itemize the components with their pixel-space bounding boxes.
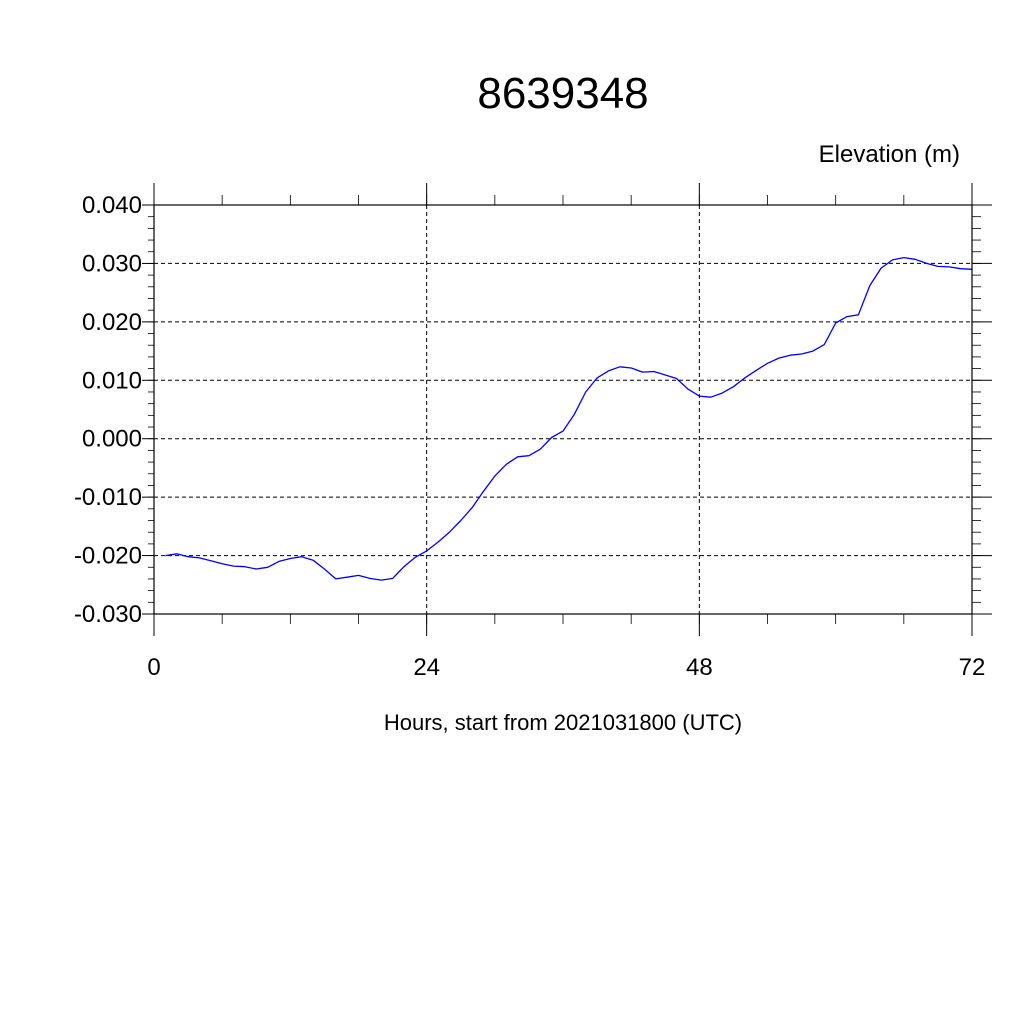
- x-tick-label: 72: [959, 654, 986, 681]
- y-tick-label: -0.020: [74, 543, 142, 570]
- x-axis-label: Hours, start from 2021031800 (UTC): [384, 710, 742, 735]
- y-axis-label: Elevation (m): [819, 141, 960, 168]
- chart-title: 8639348: [477, 69, 648, 118]
- series-layer: [165, 256, 973, 581]
- tick-labels: -0.030 -0.020 -0.010 0.000 0.010 0.020 0.030 0.…: [74, 192, 985, 681]
- y-tick-label: 0.020: [82, 309, 142, 336]
- x-tick-label: 48: [686, 654, 713, 681]
- x-tick-label: 0: [147, 654, 160, 681]
- plot-frame: [153, 204, 973, 615]
- y-tick-label: 0.030: [82, 250, 142, 277]
- series-line: [165, 256, 973, 581]
- y-tick-label: -0.010: [74, 484, 142, 511]
- y-tick-label: 0.000: [82, 426, 142, 453]
- y-tick-label: 0.040: [82, 192, 142, 219]
- axis-ticks: [142, 183, 992, 636]
- x-tick-label: 24: [413, 654, 440, 681]
- y-tick-label: 0.010: [82, 367, 142, 394]
- y-tick-label: -0.030: [74, 601, 142, 628]
